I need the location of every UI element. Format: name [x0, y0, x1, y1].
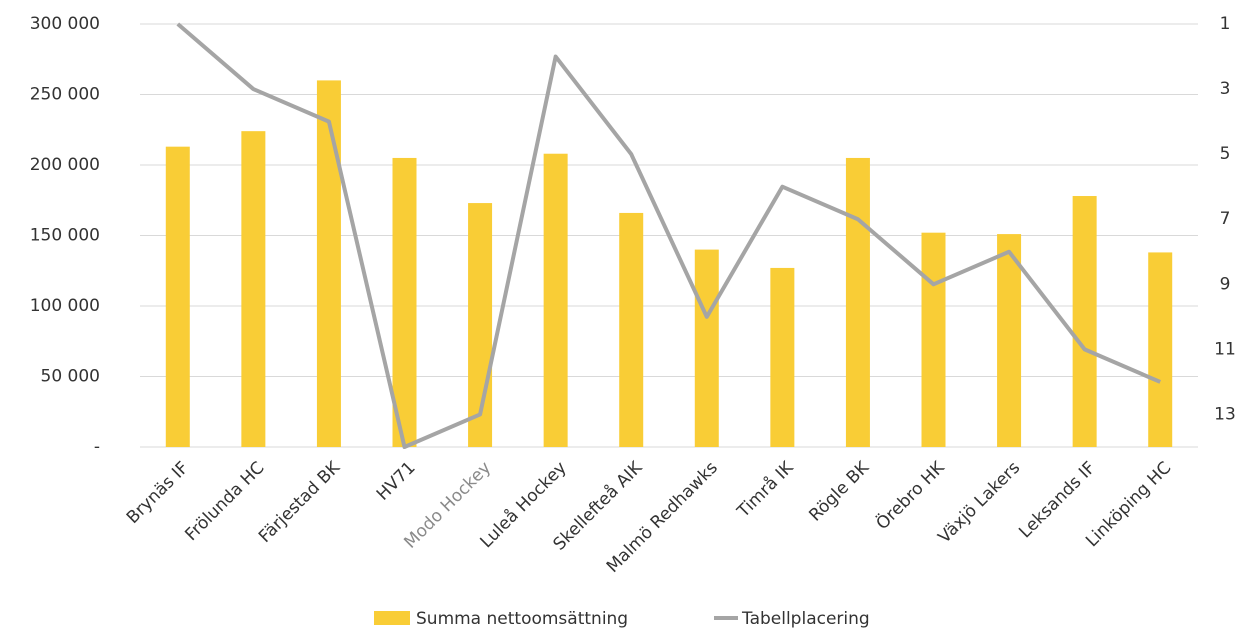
y2-tick-label: 3 — [1220, 79, 1231, 99]
y2-tick-label: 5 — [1220, 144, 1231, 164]
bar — [694, 249, 719, 447]
y2-tick-label: 1 — [1220, 14, 1231, 34]
legend-label: Tabellplacering — [741, 609, 870, 629]
y-tick-label: - — [94, 437, 100, 457]
x-tick-label: Timrå IK — [732, 457, 798, 523]
y-tick-label: 50 000 — [41, 367, 100, 387]
bar — [165, 146, 190, 448]
y-tick-label: 250 000 — [30, 85, 100, 105]
legend-swatch — [374, 611, 410, 625]
x-tick-label: Brynäs IF — [123, 458, 193, 528]
bar — [316, 80, 341, 448]
y-tick-label: 100 000 — [30, 296, 100, 316]
legend-label: Summa nettoomsättning — [416, 609, 628, 629]
y-tick-label: 200 000 — [30, 155, 100, 175]
x-tick-label: Rögle BK — [805, 457, 873, 525]
bar — [770, 267, 795, 447]
bar — [241, 131, 266, 447]
bar — [392, 157, 417, 447]
x-tick-label: Leksands IF — [1015, 458, 1099, 542]
y-tick-label: 150 000 — [30, 226, 100, 246]
bar — [921, 232, 946, 447]
bar — [845, 157, 870, 447]
y2-tick-label: 7 — [1220, 209, 1231, 229]
y2-tick-label: 13 — [1214, 404, 1236, 424]
x-tick-label: HV71 — [373, 458, 420, 505]
bar — [619, 212, 644, 447]
x-tick-label: Växjö Lakers — [935, 458, 1025, 548]
y2-tick-label: 9 — [1220, 274, 1231, 294]
bar — [1072, 196, 1097, 447]
y-tick-label: 300 000 — [30, 14, 100, 34]
bar — [997, 234, 1022, 447]
bar — [1148, 252, 1173, 447]
x-tick-label: Örebro HK — [871, 456, 949, 534]
y2-tick-label: 11 — [1214, 339, 1236, 359]
x-tick-label: Färjestad BK — [255, 457, 345, 547]
bar — [543, 153, 568, 447]
line — [176, 22, 1162, 449]
